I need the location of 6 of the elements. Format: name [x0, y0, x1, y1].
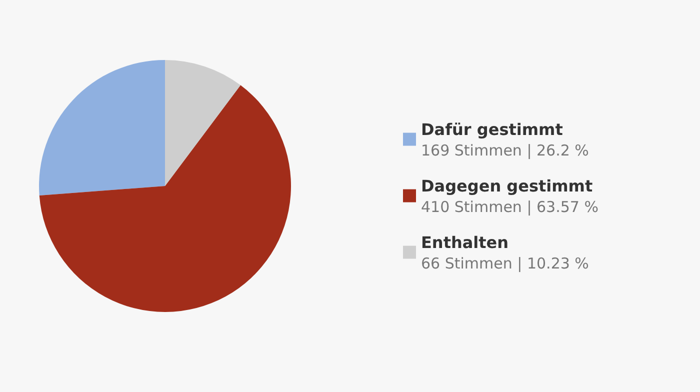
data-label: 66 Stimmen | 10.23 %: [421, 254, 589, 272]
data-label: 410 Stimmen | 63.57 %: [421, 198, 598, 216]
legend-label: Dagegen gestimmt: [421, 176, 593, 196]
legend-label: Dafür gestimmt: [421, 120, 564, 139]
data-label: 169 Stimmen | 26.2 %: [421, 141, 589, 160]
legend-label: Enthalten: [421, 232, 509, 252]
